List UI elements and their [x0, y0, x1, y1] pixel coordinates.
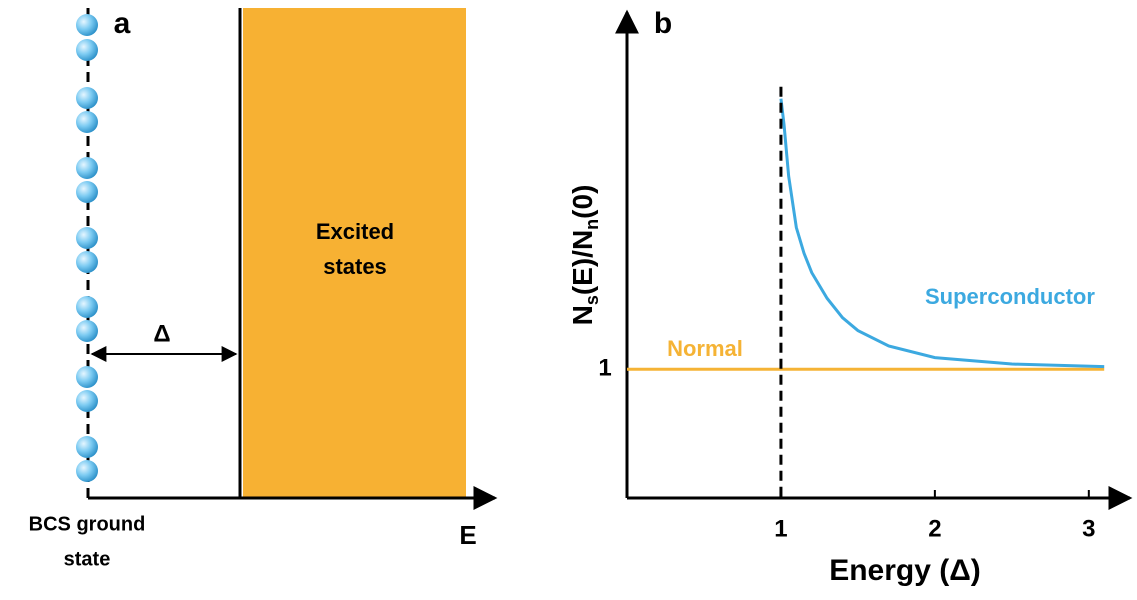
cooper-pair-electron [76, 296, 98, 318]
gap-label: Δ [153, 320, 170, 347]
cooper-pair-electron [76, 390, 98, 412]
series-label: Superconductor [925, 284, 1095, 309]
ground-label: BCS ground [29, 513, 146, 535]
panel-label: b [654, 7, 672, 40]
series-line [781, 99, 1104, 367]
cooper-pair-electron [76, 111, 98, 133]
panel-a: a Δ Excited states BCS ground state E [29, 7, 495, 570]
cooper-pair-electron [76, 157, 98, 179]
cooper-pair-electron [76, 366, 98, 388]
box-label: Excited [316, 219, 394, 244]
cooper-pair-electron [76, 227, 98, 249]
cooper-pair-electron [76, 320, 98, 342]
x-tick-label: 3 [1082, 515, 1095, 542]
y-tick-label: 1 [598, 355, 611, 382]
box-label: states [323, 254, 387, 279]
y-axis-label: Ns(E)/Nn(0) [567, 185, 601, 326]
x-axis-label: Energy (Δ) [829, 554, 981, 587]
page: a Δ Excited states BCS ground state E b … [0, 0, 1137, 595]
x-tick-label: 2 [928, 515, 941, 542]
cooper-pair-electron [76, 181, 98, 203]
cooper-pairs [76, 14, 98, 482]
cooper-pair-electron [76, 251, 98, 273]
cooper-pair-electron [76, 39, 98, 61]
panel-label: a [114, 7, 131, 40]
panel-b: b Energy (Δ) Ns(E)/Nn(0) 1 2 3 1 Superconduc… [567, 7, 1130, 587]
axis-label: E [459, 520, 476, 550]
cooper-pair-electron [76, 14, 98, 36]
cooper-pair-electron [76, 87, 98, 109]
series-label: Normal [667, 336, 743, 361]
x-tick-label: 1 [774, 515, 787, 542]
cooper-pair-electron [76, 436, 98, 458]
figure: a Δ Excited states BCS ground state E b … [0, 0, 1137, 595]
cooper-pair-electron [76, 460, 98, 482]
ground-label: state [64, 548, 111, 570]
